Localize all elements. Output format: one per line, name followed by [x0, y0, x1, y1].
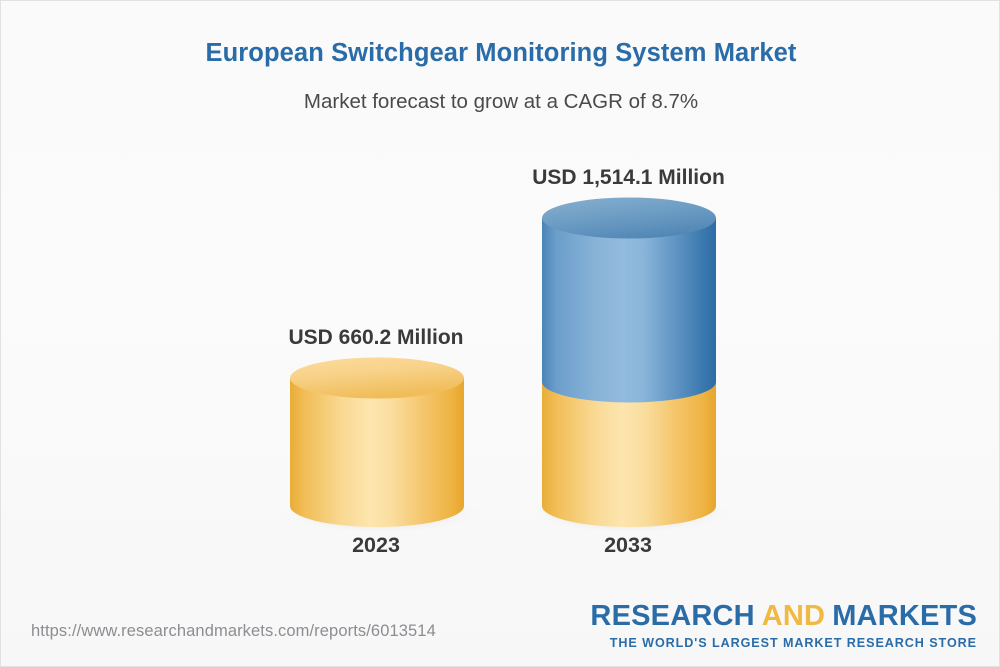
bar-2023-top-cap	[290, 357, 464, 399]
brand-word-markets: MARKETS	[832, 600, 977, 632]
brand-word-research: RESEARCH	[590, 600, 755, 632]
brand-logo[interactable]: RESEARCH AND MARKETS THE WORLD'S LARGEST M…	[590, 602, 977, 650]
bar-2023-body	[290, 378, 464, 527]
bar-2033-top-cap	[542, 197, 716, 239]
report-url[interactable]: https://www.researchandmarkets.com/repor…	[31, 622, 436, 640]
data-label-2033: USD 1,514.1 Million	[532, 166, 725, 189]
chart-subtitle: Market forecast to grow at a CAGR of 8.7…	[303, 90, 699, 113]
data-label-2023: USD 660.2 Million	[288, 326, 464, 349]
brand-word-and: AND	[761, 600, 826, 632]
bar-2033-top-segment	[542, 218, 716, 403]
brand-wordmark: RESEARCH AND MARKETS	[590, 602, 977, 631]
category-label-2023: 2023	[352, 533, 400, 557]
bar-2023[interactable]	[273, 357, 489, 536]
category-label-2033: 2033	[604, 533, 652, 557]
bar-2033-base-segment	[542, 383, 716, 527]
page-title: European Switchgear Monitoring System Ma…	[205, 39, 797, 67]
bar-2033[interactable]	[523, 197, 739, 536]
brand-tagline: THE WORLD'S LARGEST MARKET RESEARCH STOR…	[609, 636, 977, 650]
